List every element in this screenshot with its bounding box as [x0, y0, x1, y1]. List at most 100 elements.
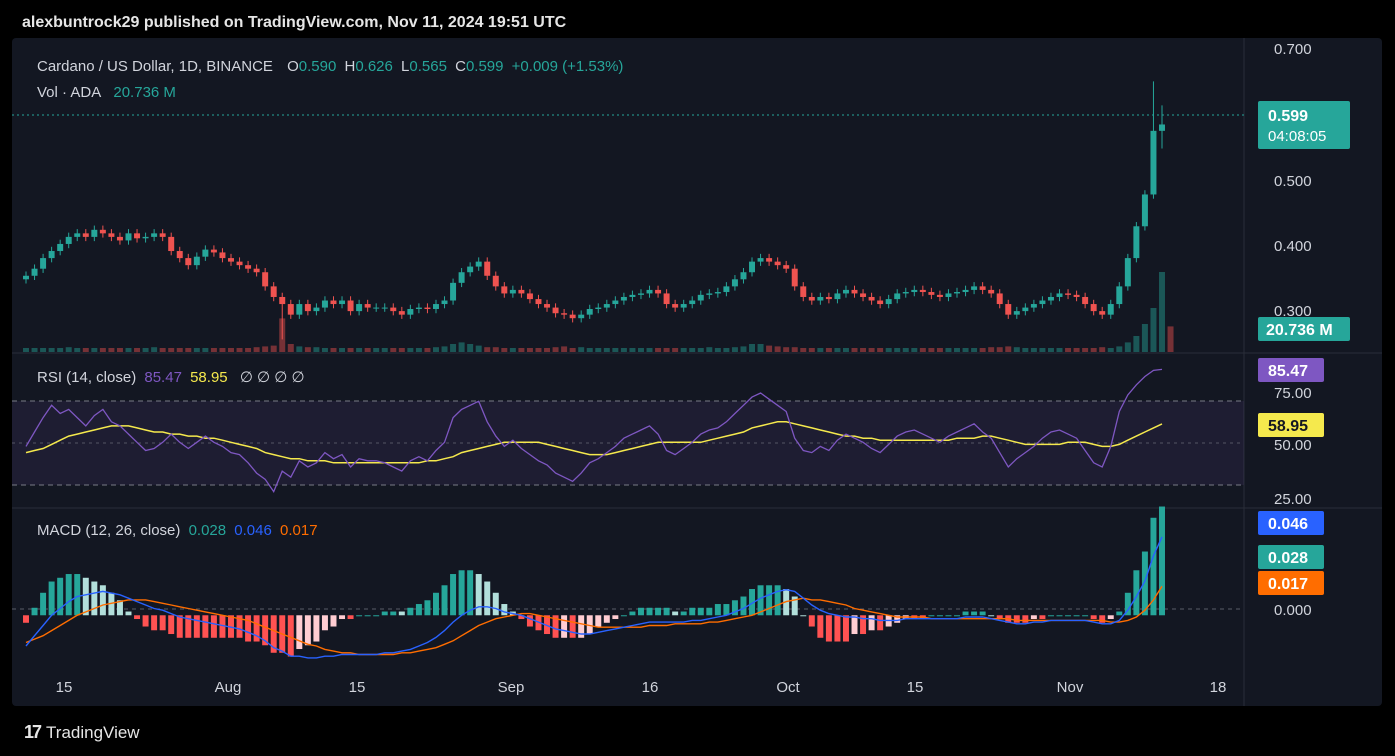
volume-bar: [996, 347, 1003, 352]
macd-hist-bar: [219, 615, 226, 638]
volume-bar: [236, 348, 243, 352]
candle-body: [757, 258, 764, 262]
volume-bar: [783, 347, 790, 352]
candle-body: [31, 268, 38, 276]
volume-bar: [193, 348, 200, 352]
macd-hist-bar: [48, 581, 55, 616]
price-tick-0400: 0.400: [1274, 238, 1312, 255]
macd-legend[interactable]: MACD (12, 26, close) 0.028 0.046 0.017: [37, 522, 322, 539]
candle-body: [245, 265, 252, 269]
macd-line: [25, 536, 1163, 659]
volume-bar: [125, 348, 132, 352]
volume-bar: [825, 348, 832, 352]
macd-hist-bar: [825, 615, 832, 642]
macd-hist-bar: [467, 570, 474, 616]
macd-hist-bar: [484, 581, 491, 616]
volume-bar: [842, 348, 849, 352]
volume-bar: [321, 348, 328, 352]
chart-area[interactable]: 0.700 0.500 0.400 0.300 75.00 50.00 25.0…: [12, 38, 1382, 706]
volume-bar: [954, 348, 960, 352]
macd-hist-bar: [877, 615, 884, 631]
macd-hist-bar: [356, 615, 363, 617]
volume-bar: [911, 348, 918, 352]
macd-signal-line: [25, 585, 1163, 656]
volume-bar: [586, 348, 593, 352]
price-legend[interactable]: Cardano / US Dollar, 1D, BINANCE O0.590 …: [37, 58, 627, 75]
candle-body: [731, 279, 738, 287]
volume-bar: [432, 347, 439, 352]
macd-hist-bar: [1090, 615, 1097, 620]
volume-bar: [424, 348, 431, 352]
candle-body: [902, 292, 909, 294]
macd-hist-bar: [996, 615, 1003, 620]
low-label: L: [401, 58, 410, 75]
volume-layer: [23, 272, 1174, 352]
volume-bar: [1013, 347, 1020, 352]
volume-bar: [1039, 348, 1046, 352]
volume-bar: [1022, 348, 1029, 352]
candle-body: [142, 236, 149, 239]
macd-hist-bar: [151, 615, 158, 631]
candle-body: [40, 258, 47, 269]
macd-hist-bar: [381, 611, 388, 616]
macd-hist-bar: [347, 615, 354, 620]
macd-hist-bar: [791, 596, 798, 616]
macd-hist-bar: [57, 577, 64, 616]
symbol-title[interactable]: Cardano / US Dollar, 1D, BINANCE: [37, 58, 273, 75]
rsi-legend[interactable]: RSI (14, close) 85.47 58.95 ∅ ∅ ∅ ∅: [37, 368, 309, 386]
candle-body: [714, 292, 721, 294]
volume-bar: [697, 348, 704, 352]
volume-bar: [151, 347, 158, 352]
volume-legend[interactable]: Vol · ADA 20.736 M: [37, 84, 180, 101]
change-value: +0.009 (+1.53%): [511, 58, 624, 75]
macd-hist-bar: [492, 592, 499, 616]
publisher-caption: alexbuntrock29 published on TradingView.…: [22, 14, 567, 31]
candle-body: [766, 258, 773, 262]
candle-body: [1141, 194, 1148, 227]
macd-hist-bar: [1030, 615, 1037, 620]
macd-hist-bar: [364, 615, 371, 617]
macd-hist-bar: [697, 607, 704, 616]
volume-bar: [484, 347, 491, 352]
macd-hist-bar: [586, 615, 593, 635]
candle-body: [842, 289, 849, 294]
macd-hist-bar: [245, 615, 252, 642]
candle-body: [219, 252, 226, 259]
signal-badge-bg: [1258, 571, 1324, 595]
macd-hist-bar: [1039, 615, 1046, 620]
macd-hist-bar: [99, 585, 106, 616]
chart-svg[interactable]: 0.700 0.500 0.400 0.300 75.00 50.00 25.0…: [12, 38, 1382, 706]
rsi-label: RSI (14, close): [37, 369, 137, 386]
volume-bar: [219, 348, 226, 352]
volume-bar: [919, 348, 926, 352]
close-label: C: [455, 58, 466, 75]
tradingview-footer[interactable]: 17 TradingView: [24, 722, 140, 743]
volume-bar: [40, 348, 47, 352]
candle-body: [1133, 226, 1140, 259]
candle-body: [578, 314, 585, 319]
candle-body: [894, 293, 901, 300]
volume-bar: [706, 347, 713, 352]
macd-hist-bar: [714, 604, 721, 616]
candle-layer[interactable]: [23, 81, 1165, 340]
macd-hist-bar: [945, 615, 952, 617]
candle-body: [48, 251, 55, 259]
volume-bar: [228, 348, 234, 352]
candle-body: [65, 236, 72, 244]
candle-body: [1065, 293, 1072, 295]
rsi-value: 85.47: [144, 369, 182, 386]
volume-bar: [1124, 342, 1131, 352]
candle-body: [808, 296, 815, 301]
macd-hist-bar: [321, 615, 328, 631]
price-tick-0300: 0.300: [1274, 303, 1312, 320]
candle-body: [971, 286, 978, 290]
macd-hist-bar: [740, 596, 747, 616]
macd-hist-bar: [125, 611, 132, 616]
volume-bar: [364, 348, 371, 352]
volume-bar: [253, 347, 260, 352]
macd-hist-bar: [31, 607, 38, 616]
volume-bar: [296, 346, 303, 352]
volume-bar: [723, 348, 730, 352]
candle-body: [749, 261, 756, 273]
candle-body: [57, 243, 64, 252]
